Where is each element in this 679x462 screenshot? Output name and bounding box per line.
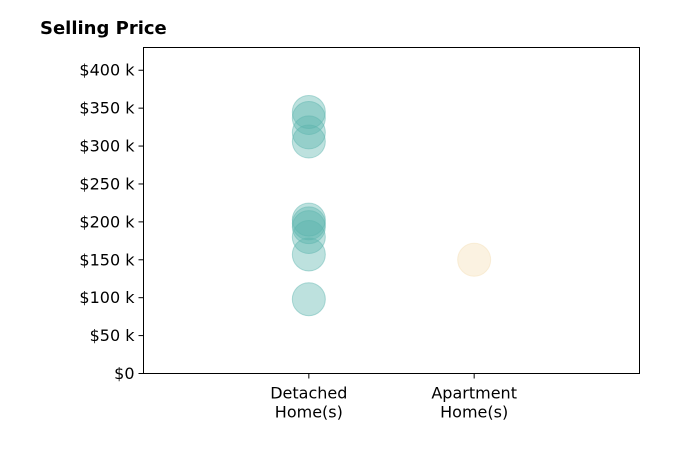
scatter-point: [291, 210, 326, 245]
y-tick-label: $150 k: [79, 250, 135, 269]
y-tick-label: $50 k: [90, 326, 136, 345]
y-tick-label: $200 k: [79, 212, 135, 231]
x-axis: Detached Home(s) Apartment Home(s): [270, 373, 517, 422]
scatter-point: [291, 237, 326, 272]
x-tick-label: Detached Home(s): [270, 384, 347, 422]
scatter-point: [291, 124, 326, 159]
y-tick-label: $350 k: [79, 99, 135, 118]
y-tick-label: $100 k: [79, 288, 135, 307]
scatter-point: [291, 220, 326, 255]
scatter-point: [291, 206, 326, 241]
x-tick-label: Apartment Home(s): [431, 384, 517, 422]
scatter-point: [291, 282, 326, 317]
scatter-point: [291, 94, 326, 129]
scatter-point: [291, 202, 326, 237]
y-tick-label: $250 k: [79, 174, 135, 193]
scatter-point: [291, 101, 326, 136]
scatter-point: [457, 242, 492, 277]
scatter-marks: [291, 94, 492, 317]
y-tick-label: $0: [114, 364, 134, 383]
y-axis: $0 $50 k $100 k $150 k $200 k $250 k $300 k $35…: [79, 61, 144, 383]
y-tick-label: $300 k: [79, 137, 135, 156]
plot-frame: [143, 47, 640, 374]
y-tick-label: $400 k: [79, 61, 135, 80]
scatter-point: [291, 115, 326, 150]
chart-title: Selling Price: [40, 18, 167, 39]
